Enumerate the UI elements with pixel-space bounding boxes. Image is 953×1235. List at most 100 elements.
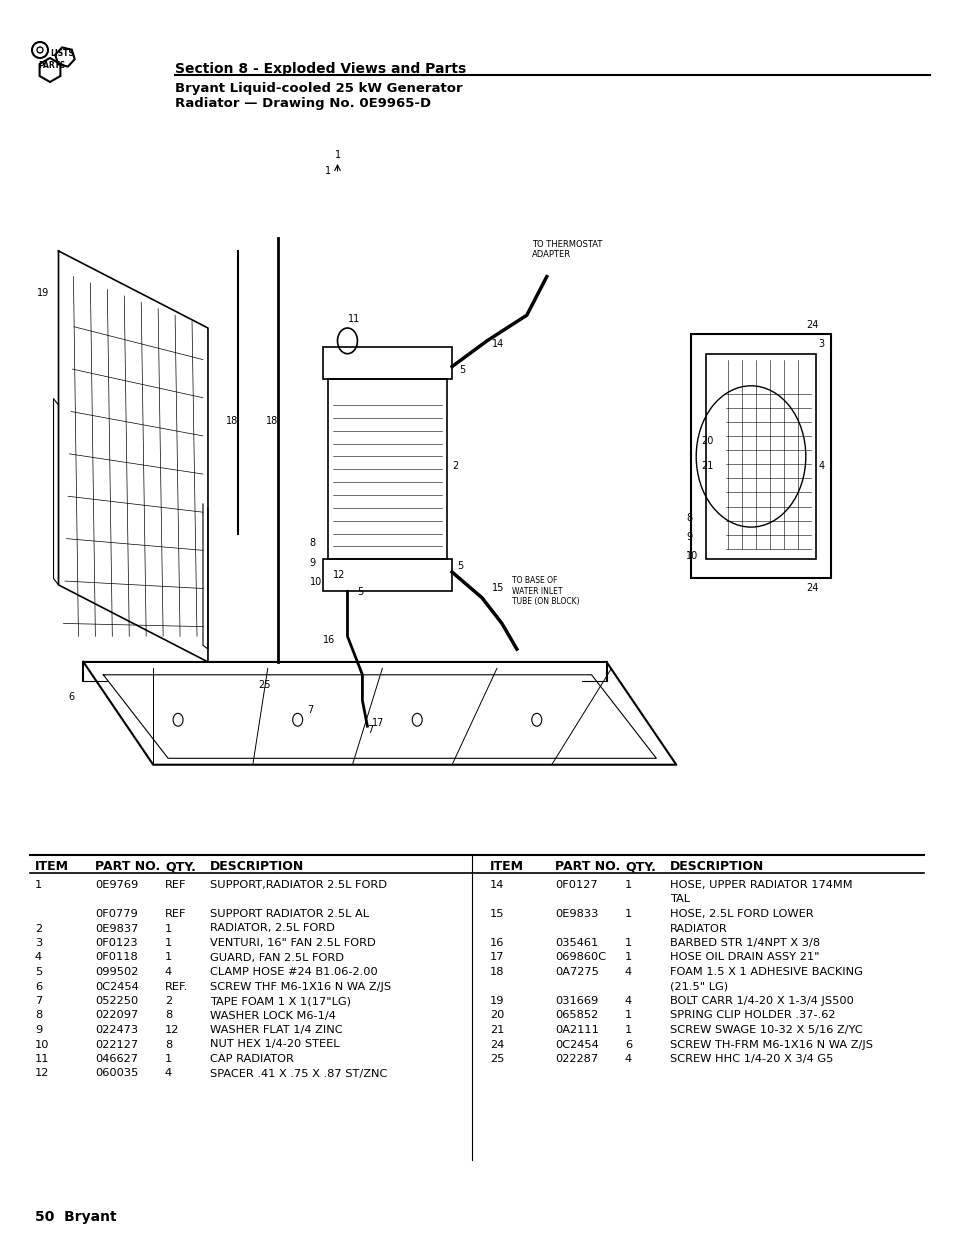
Text: HOSE OIL DRAIN ASSY 21": HOSE OIL DRAIN ASSY 21" [669,952,819,962]
Text: SPACER .41 X .75 X .87 ST/ZNC: SPACER .41 X .75 X .87 ST/ZNC [210,1068,387,1078]
Text: VENTURI, 16" FAN 2.5L FORD: VENTURI, 16" FAN 2.5L FORD [210,939,375,948]
Text: 022287: 022287 [555,1053,598,1065]
Text: 10: 10 [35,1040,50,1050]
Text: 1: 1 [624,1025,632,1035]
Text: 1: 1 [35,881,42,890]
Text: PARTS: PARTS [38,61,66,69]
Text: 1: 1 [165,952,172,962]
Text: 15: 15 [490,909,504,919]
Text: 099502: 099502 [95,967,138,977]
Text: 1: 1 [165,939,172,948]
Text: 4: 4 [624,1053,632,1065]
Text: 8: 8 [165,1010,172,1020]
Text: 0E9769: 0E9769 [95,881,138,890]
Text: 1: 1 [324,165,331,175]
Text: PART NO.: PART NO. [555,860,619,873]
Text: 2: 2 [165,995,172,1007]
Text: GUARD, FAN 2.5L FORD: GUARD, FAN 2.5L FORD [210,952,344,962]
Text: 9: 9 [685,532,692,542]
Text: 6: 6 [35,982,42,992]
Text: RADIATOR: RADIATOR [669,924,727,934]
Text: SCREW TH-FRM M6-1X16 N WA Z/JS: SCREW TH-FRM M6-1X16 N WA Z/JS [669,1040,872,1050]
Text: FOAM 1.5 X 1 ADHESIVE BACKING: FOAM 1.5 X 1 ADHESIVE BACKING [669,967,862,977]
Text: 2: 2 [35,924,42,934]
Text: 20: 20 [490,1010,504,1020]
Text: TO THERMOSTAT
ADAPTER: TO THERMOSTAT ADAPTER [531,240,601,259]
Text: RADIATOR, 2.5L FORD: RADIATOR, 2.5L FORD [210,924,335,934]
Text: 4: 4 [818,462,824,472]
Text: 022473: 022473 [95,1025,138,1035]
Text: TAL: TAL [669,894,689,904]
Text: WASHER LOCK M6-1/4: WASHER LOCK M6-1/4 [210,1010,335,1020]
Text: 022097: 022097 [95,1010,138,1020]
Text: HOSE, 2.5L FORD LOWER: HOSE, 2.5L FORD LOWER [669,909,813,919]
Text: 4: 4 [35,952,42,962]
Text: 16: 16 [490,939,504,948]
Text: SPRING CLIP HOLDER .37-.62: SPRING CLIP HOLDER .37-.62 [669,1010,835,1020]
Text: 9: 9 [35,1025,42,1035]
Text: 16: 16 [322,635,335,645]
Text: Bryant Liquid-cooled 25 kW Generator: Bryant Liquid-cooled 25 kW Generator [174,82,462,95]
Text: 12: 12 [165,1025,179,1035]
Text: 0F0123: 0F0123 [95,939,137,948]
Text: 1: 1 [165,924,172,934]
Text: 14: 14 [490,881,504,890]
Text: 5: 5 [456,562,463,572]
Text: 12: 12 [333,571,345,580]
Text: 4: 4 [624,995,632,1007]
Text: 21: 21 [490,1025,504,1035]
Text: 4: 4 [165,967,172,977]
Text: 17: 17 [490,952,504,962]
Text: (21.5" LG): (21.5" LG) [669,982,727,992]
Text: Radiator — Drawing No. 0E9965-D: Radiator — Drawing No. 0E9965-D [174,98,431,110]
Text: 1: 1 [624,909,632,919]
Text: DESCRIPTION: DESCRIPTION [669,860,763,873]
Text: 25: 25 [257,679,270,689]
Text: 6: 6 [624,1040,632,1050]
Text: PART NO.: PART NO. [95,860,160,873]
Text: 17: 17 [372,719,384,729]
Text: 21: 21 [700,462,713,472]
Text: 50  Bryant: 50 Bryant [35,1210,116,1224]
Text: 052250: 052250 [95,995,138,1007]
Text: 0A7275: 0A7275 [555,967,598,977]
Text: QTY.: QTY. [165,860,195,873]
Text: 10: 10 [310,577,321,587]
Text: 24: 24 [805,583,818,593]
Text: SCREW SWAGE 10-32 X 5/16 Z/YC: SCREW SWAGE 10-32 X 5/16 Z/YC [669,1025,862,1035]
Text: 8: 8 [35,1010,42,1020]
Text: SUPPORT,RADIATOR 2.5L FORD: SUPPORT,RADIATOR 2.5L FORD [210,881,387,890]
Text: ITEM: ITEM [490,860,523,873]
Text: 0F0127: 0F0127 [555,881,597,890]
Text: 1: 1 [624,1010,632,1020]
Text: SCREW HHC 1/4-20 X 3/4 G5: SCREW HHC 1/4-20 X 3/4 G5 [669,1053,833,1065]
Text: 8: 8 [165,1040,172,1050]
Text: 0F0779: 0F0779 [95,909,137,919]
Text: 0E9833: 0E9833 [555,909,598,919]
Text: CLAMP HOSE #24 B1.06-2.00: CLAMP HOSE #24 B1.06-2.00 [210,967,377,977]
Text: 1: 1 [624,939,632,948]
Text: WASHER FLAT 1/4 ZINC: WASHER FLAT 1/4 ZINC [210,1025,342,1035]
Text: REF: REF [165,881,186,890]
Text: 4: 4 [165,1068,172,1078]
Text: NUT HEX 1/4-20 STEEL: NUT HEX 1/4-20 STEEL [210,1040,339,1050]
Text: 20: 20 [700,436,713,446]
Text: LISTS: LISTS [50,48,74,58]
Text: 15: 15 [492,583,504,593]
Text: 1: 1 [624,881,632,890]
Text: 069860C: 069860C [555,952,605,962]
Text: 11: 11 [347,314,359,324]
Text: 14: 14 [492,340,504,350]
Text: 065852: 065852 [555,1010,598,1020]
Text: 0C2454: 0C2454 [555,1040,598,1050]
Text: 6: 6 [69,693,74,703]
Text: TAPE FOAM 1 X 1(17"LG): TAPE FOAM 1 X 1(17"LG) [210,995,351,1007]
Text: 1: 1 [165,1053,172,1065]
Text: BARBED STR 1/4NPT X 3/8: BARBED STR 1/4NPT X 3/8 [669,939,820,948]
Text: 2: 2 [452,462,457,472]
Text: 9: 9 [310,558,315,568]
Text: 25: 25 [490,1053,504,1065]
Text: 8: 8 [310,538,315,548]
Text: CAP RADIATOR: CAP RADIATOR [210,1053,294,1065]
Text: 0E9837: 0E9837 [95,924,138,934]
